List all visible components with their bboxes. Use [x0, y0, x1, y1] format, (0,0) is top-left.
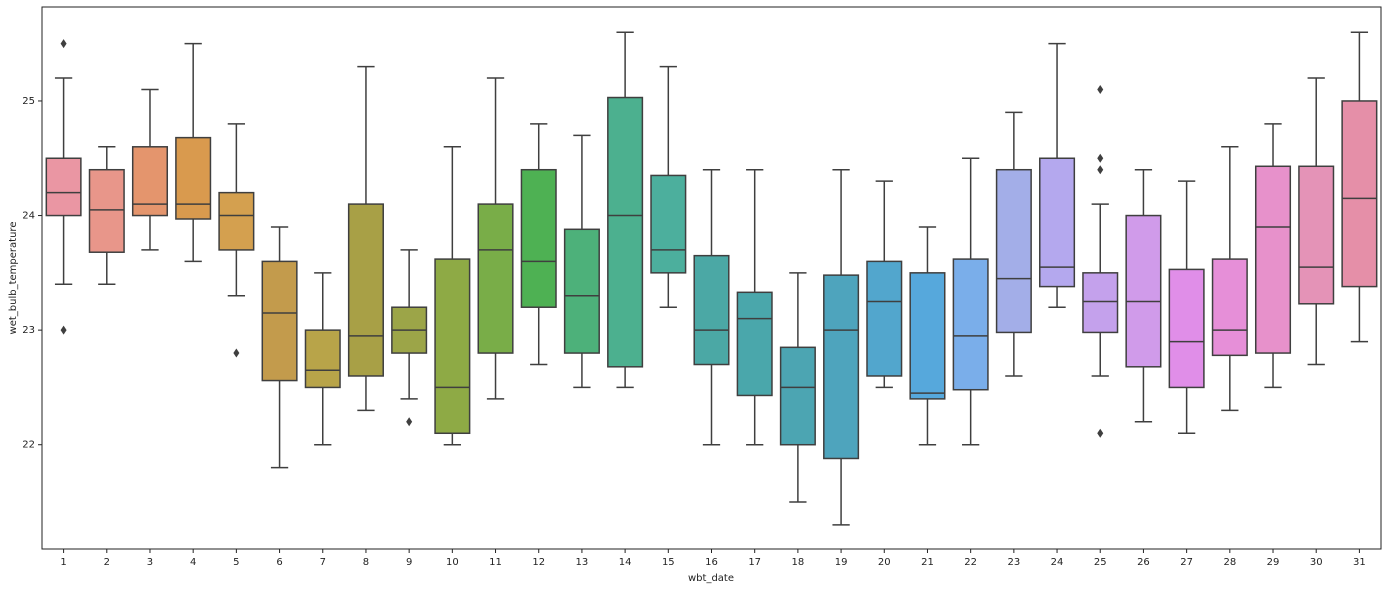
x-tick-label: 31 — [1353, 557, 1366, 568]
flier — [1097, 165, 1104, 175]
x-tick-label: 26 — [1137, 557, 1150, 568]
y-axis-label: wet_bulb_temperature — [8, 222, 19, 335]
x-tick-label: 29 — [1267, 557, 1280, 568]
x-tick-label: 24 — [1051, 557, 1064, 568]
y-tick-label: 22 — [22, 440, 35, 451]
x-tick-label: 28 — [1223, 557, 1236, 568]
x-tick-label: 25 — [1094, 557, 1107, 568]
flier — [233, 348, 240, 358]
box — [131, 146, 169, 217]
box — [1039, 157, 1076, 288]
x-tick-label: 27 — [1180, 557, 1193, 568]
x-tick-label: 12 — [532, 557, 545, 568]
x-tick-label: 3 — [147, 557, 153, 568]
y-tick-label: 25 — [22, 96, 35, 107]
box — [218, 191, 255, 251]
flier — [1097, 153, 1104, 163]
box — [175, 136, 212, 220]
x-tick-label: 23 — [1007, 557, 1020, 568]
x-tick-label: 5 — [233, 557, 239, 568]
box — [347, 203, 384, 377]
x-tick-label: 22 — [964, 557, 977, 568]
box — [1298, 165, 1335, 305]
box — [779, 346, 816, 446]
x-tick-label: 14 — [619, 557, 632, 568]
flier — [60, 325, 67, 335]
box — [952, 258, 989, 391]
x-axis-label: wbt_date — [688, 573, 734, 584]
flier — [1097, 428, 1104, 438]
y-tick-label: 24 — [22, 211, 35, 222]
box — [607, 96, 644, 368]
y-tick-label: 23 — [22, 325, 35, 336]
box — [823, 274, 860, 460]
box — [304, 329, 341, 389]
box — [736, 291, 773, 397]
x-tick-label: 20 — [878, 557, 891, 568]
x-tick-label: 7 — [320, 557, 326, 568]
x-tick-label: 17 — [748, 557, 761, 568]
box — [477, 203, 514, 354]
box — [563, 228, 600, 354]
box — [88, 168, 125, 253]
flier — [60, 39, 67, 49]
box — [995, 168, 1032, 334]
x-tick-label: 6 — [276, 557, 282, 568]
x-tick-label: 30 — [1310, 557, 1323, 568]
plot-frame — [41, 6, 1382, 550]
x-tick-label: 19 — [835, 557, 848, 568]
x-tick-label: 8 — [363, 557, 369, 568]
box — [520, 168, 557, 308]
box — [1125, 214, 1162, 368]
x-tick-label: 16 — [705, 557, 718, 568]
x-tick-label: 4 — [190, 557, 196, 568]
box — [434, 258, 471, 435]
x-tick-label: 10 — [446, 557, 459, 568]
flier — [406, 417, 413, 427]
box — [909, 272, 946, 400]
box — [261, 260, 298, 382]
box — [650, 174, 687, 274]
box — [1341, 100, 1378, 288]
x-tick-label: 21 — [921, 557, 934, 568]
x-tick-label: 15 — [662, 557, 675, 568]
box — [693, 254, 730, 366]
x-tick-label: 9 — [406, 557, 412, 568]
x-tick-label: 13 — [576, 557, 589, 568]
box — [45, 157, 82, 217]
box — [1082, 272, 1119, 334]
x-tick-label: 11 — [489, 557, 502, 568]
x-tick-label: 18 — [792, 557, 805, 568]
box — [1211, 258, 1248, 357]
box — [1254, 165, 1292, 354]
x-tick-label: 2 — [104, 557, 110, 568]
x-tick-label: 1 — [60, 557, 66, 568]
flier — [1097, 85, 1104, 95]
box — [866, 260, 903, 377]
box — [1168, 268, 1205, 389]
